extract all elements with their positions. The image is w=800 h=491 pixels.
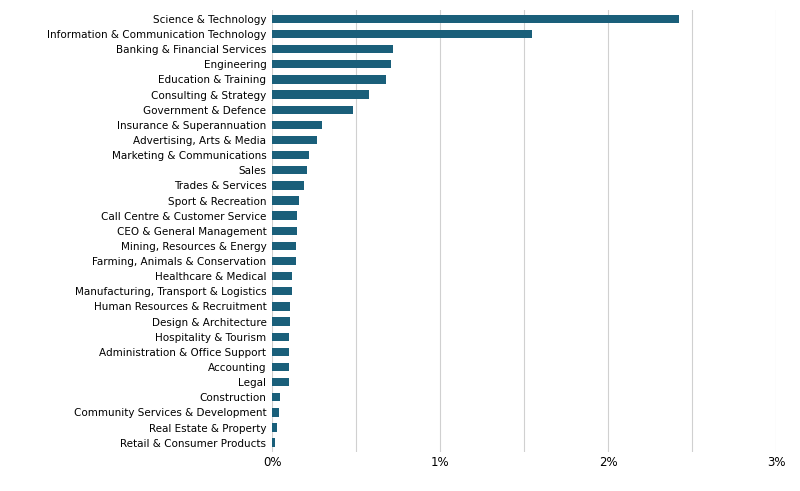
Bar (272, 393, 280, 402)
Bar (272, 408, 278, 416)
Bar (272, 136, 318, 144)
Bar (272, 378, 289, 386)
Bar (272, 363, 289, 371)
Bar (272, 227, 298, 235)
Bar (272, 166, 307, 174)
Bar (272, 438, 275, 447)
Bar (272, 332, 289, 341)
Bar (272, 45, 393, 54)
Bar (272, 30, 533, 38)
Bar (272, 287, 292, 296)
Bar (272, 272, 292, 280)
Bar (272, 121, 322, 129)
Bar (272, 196, 299, 205)
Bar (272, 90, 370, 99)
Bar (272, 181, 304, 190)
Bar (272, 60, 391, 68)
Bar (272, 257, 295, 265)
Bar (272, 317, 290, 326)
Bar (272, 348, 289, 356)
Bar (272, 423, 277, 432)
Bar (272, 242, 295, 250)
Bar (272, 106, 353, 114)
Bar (272, 212, 298, 220)
Bar (272, 75, 386, 83)
Bar (272, 15, 678, 23)
Bar (272, 302, 290, 311)
Bar (272, 151, 309, 159)
